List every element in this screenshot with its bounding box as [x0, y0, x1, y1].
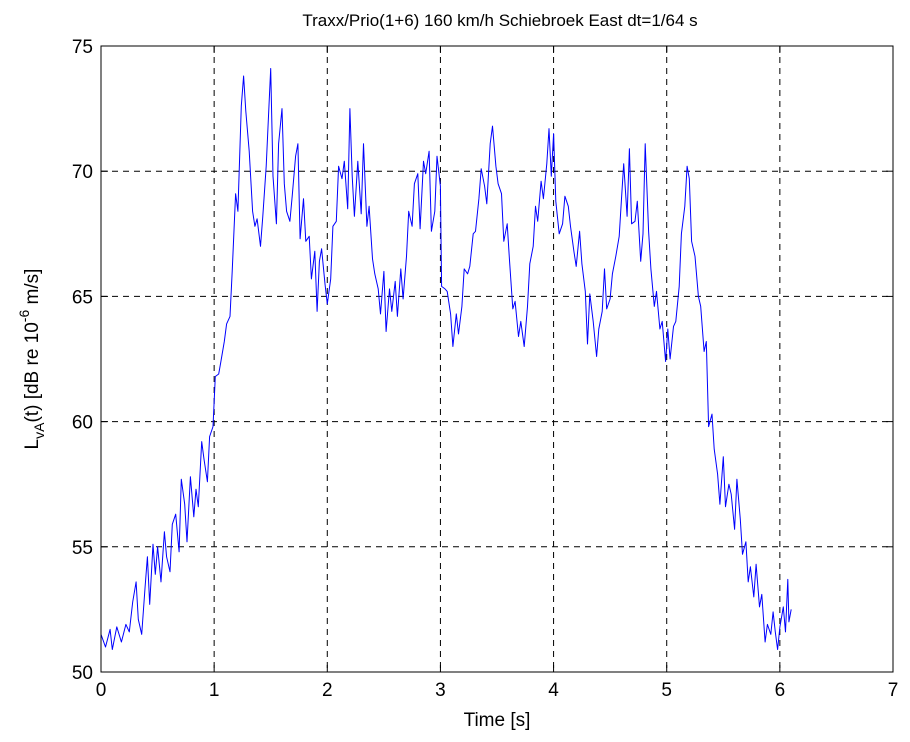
y-axis-label-base: L	[22, 439, 43, 450]
grid	[101, 46, 893, 672]
y-tick-label: 65	[72, 287, 93, 308]
y-axis-label-end: m/s]	[22, 269, 43, 310]
y-axis-label: LvA(t) [dB re 10-6 m/s]	[16, 269, 47, 450]
y-axis-label-mid: (t) [dB re 10	[22, 322, 43, 422]
y-tick-label: 60	[72, 413, 93, 434]
ticks: 0 1 2 3 4 5 6 7 50 55 60 65 70 75	[72, 37, 898, 701]
y-axis-label-sup: -6	[16, 310, 32, 323]
y-tick-label: 55	[72, 538, 93, 559]
y-tick-label: 70	[72, 162, 93, 183]
x-tick-label: 3	[435, 680, 446, 701]
x-tick-label: 7	[888, 680, 899, 701]
x-tick-label: 0	[96, 680, 107, 701]
x-axis-label: Time [s]	[464, 710, 531, 731]
axes-box	[100, 45, 894, 673]
x-tick-label: 1	[209, 680, 220, 701]
series-layer	[100, 68, 792, 650]
y-axis-label-sub: vA	[31, 422, 47, 439]
x-tick-label: 6	[775, 680, 786, 701]
x-tick-label: 2	[322, 680, 333, 701]
y-tick-label: 50	[72, 663, 93, 684]
x-tick-label: 4	[548, 680, 559, 701]
x-tick-label: 5	[661, 680, 672, 701]
y-tick-label: 75	[72, 37, 93, 58]
series-line	[100, 68, 792, 650]
chart-title: Traxx/Prio(1+6) 160 km/h Schiebroek East…	[302, 11, 697, 30]
